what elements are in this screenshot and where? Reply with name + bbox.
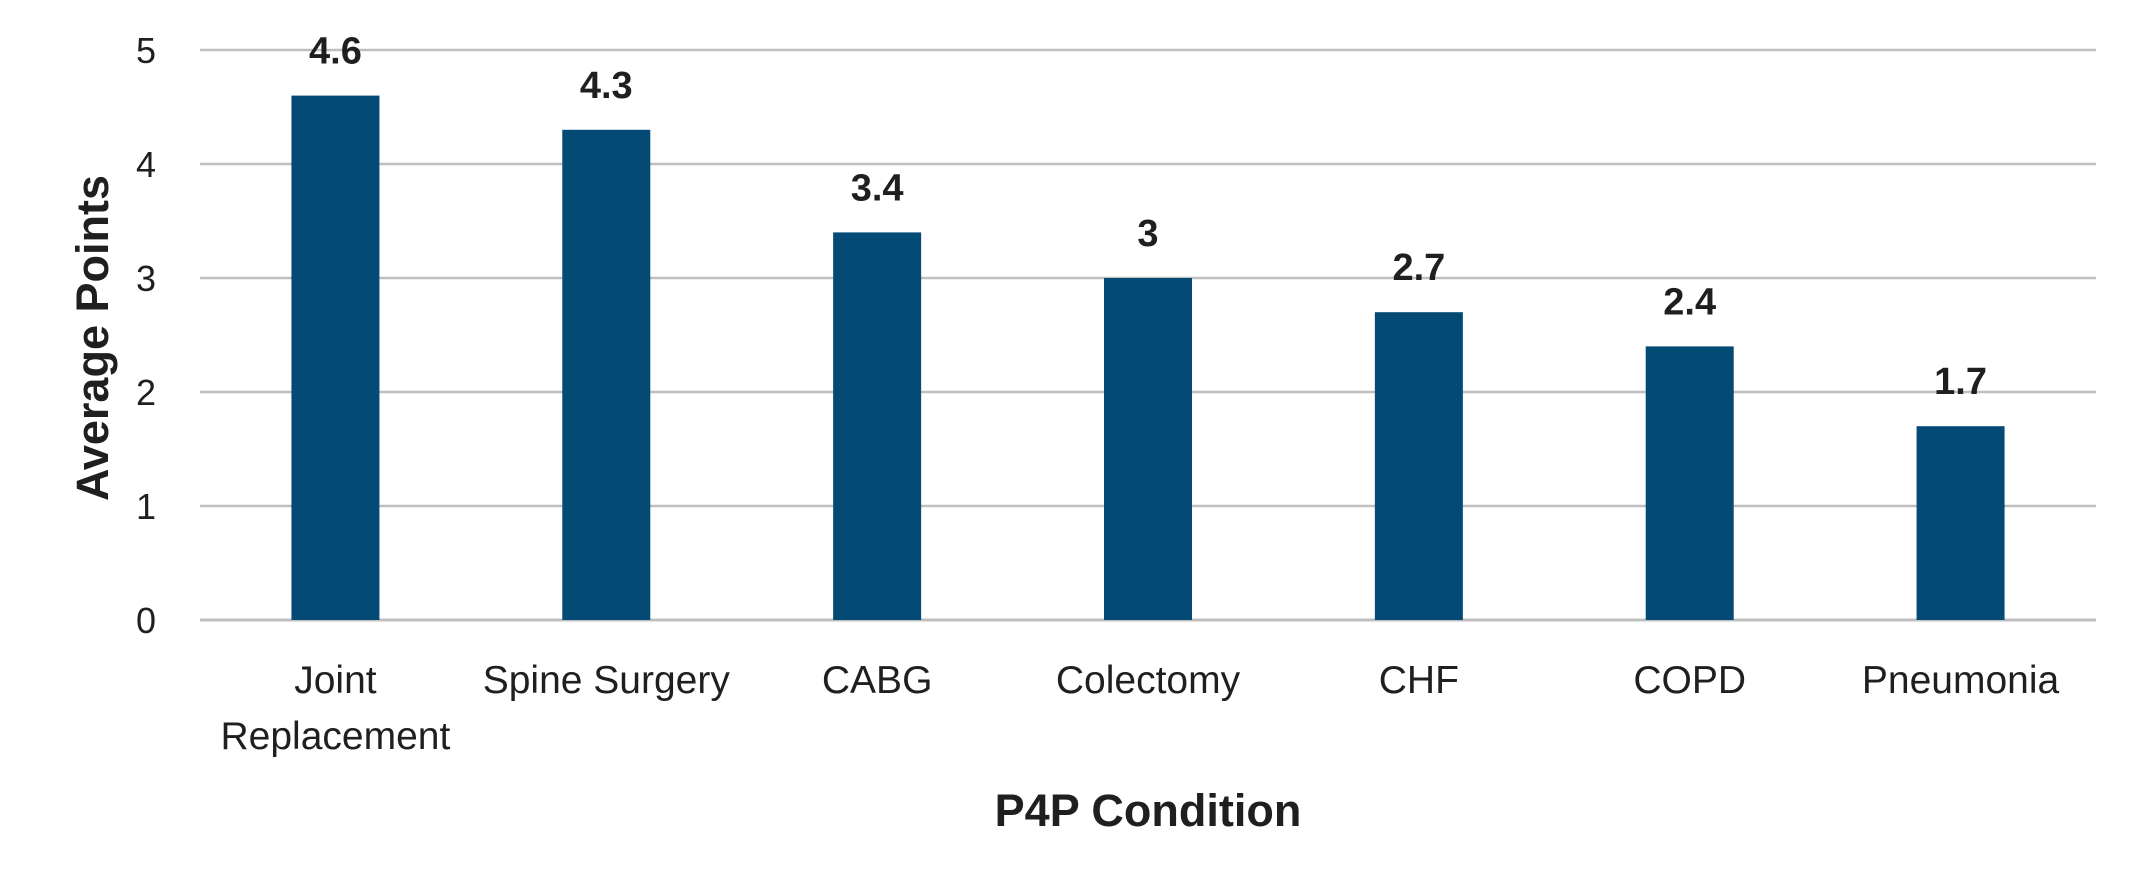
y-tick-label: 4 <box>136 144 156 185</box>
y-tick-label: 5 <box>136 30 156 71</box>
category-labels: Joint Replacement Spine Surgery CABG Colecto… <box>221 659 2060 758</box>
data-label: 3 <box>1137 213 1158 255</box>
category-label: Joint <box>294 659 377 702</box>
y-tick-label: 3 <box>136 258 156 299</box>
category-label: Replacement <box>221 715 451 758</box>
bar <box>1374 312 1463 620</box>
y-tick-labels: 0 1 2 3 4 5 <box>136 30 156 641</box>
bar <box>562 129 651 621</box>
x-axis-title: P4P Condition <box>995 785 1302 836</box>
data-label: 2.4 <box>1663 281 1716 323</box>
data-label: 4.3 <box>580 65 633 107</box>
bar <box>1645 346 1734 620</box>
bar <box>1916 426 2005 620</box>
category-label: Colectomy <box>1056 659 1241 702</box>
category-label: Pneumonia <box>1862 659 2060 702</box>
category-label: CABG <box>822 659 933 702</box>
category-label: Spine Surgery <box>483 659 731 702</box>
bar <box>1104 278 1192 620</box>
data-label: 4.6 <box>309 31 362 73</box>
y-tick-label: 2 <box>136 372 156 413</box>
y-tick-label: 1 <box>136 486 156 527</box>
data-labels: 4.6 4.3 3.4 3 2.7 2.4 1.7 <box>309 31 1987 404</box>
data-label: 3.4 <box>851 167 904 209</box>
bar <box>833 232 922 620</box>
bars <box>291 95 2005 621</box>
y-axis-title: Average Points <box>67 175 118 501</box>
category-label: CHF <box>1379 659 1459 702</box>
category-label: COPD <box>1633 659 1746 702</box>
y-tick-label: 0 <box>136 600 156 641</box>
data-label: 2.7 <box>1392 247 1445 289</box>
bar <box>291 95 380 621</box>
data-label: 1.7 <box>1934 361 1987 403</box>
